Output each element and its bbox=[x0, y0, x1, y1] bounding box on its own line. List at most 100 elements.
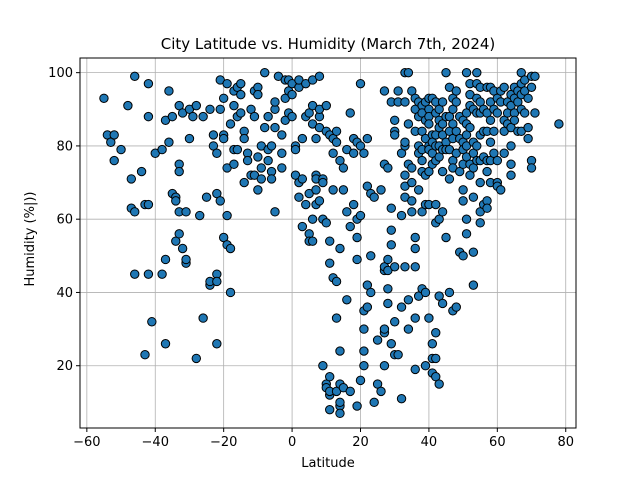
data-point bbox=[390, 130, 400, 140]
data-point bbox=[492, 108, 503, 118]
data-point bbox=[177, 243, 188, 254]
data-point bbox=[338, 185, 349, 195]
data-point bbox=[444, 287, 455, 298]
data-point bbox=[458, 251, 468, 261]
data-point bbox=[307, 214, 318, 224]
data-point bbox=[468, 192, 479, 202]
data-point bbox=[362, 133, 373, 144]
y-tick-label: 40 bbox=[56, 286, 73, 301]
data-point bbox=[420, 287, 431, 298]
data-point bbox=[359, 324, 369, 334]
data-point bbox=[407, 196, 417, 206]
data-point bbox=[458, 185, 468, 195]
data-point bbox=[451, 97, 461, 107]
x-tick-label: −40 bbox=[142, 435, 169, 450]
data-point bbox=[167, 111, 178, 122]
data-point bbox=[195, 210, 205, 221]
data-point bbox=[403, 67, 414, 78]
data-point bbox=[229, 100, 239, 111]
data-point bbox=[451, 302, 461, 312]
data-point bbox=[437, 298, 448, 309]
data-point bbox=[441, 67, 451, 78]
data-point bbox=[506, 170, 516, 180]
data-point bbox=[191, 353, 202, 364]
data-point bbox=[331, 276, 342, 287]
data-point bbox=[256, 163, 266, 173]
data-point bbox=[331, 313, 342, 323]
x-tick-label: 60 bbox=[489, 435, 506, 450]
data-point bbox=[301, 199, 311, 210]
data-point bbox=[472, 141, 482, 151]
data-point bbox=[359, 148, 369, 158]
data-point bbox=[431, 328, 441, 338]
x-tick-label: 20 bbox=[352, 435, 369, 450]
data-point bbox=[366, 251, 376, 261]
data-point bbox=[184, 133, 195, 144]
data-point bbox=[229, 159, 239, 169]
data-point bbox=[413, 185, 424, 195]
data-point bbox=[143, 199, 154, 210]
data-point bbox=[530, 108, 540, 118]
axis-ticks: −60 −40 −20 0 20 40 60 80 20 40 60 80 100 bbox=[48, 66, 574, 450]
data-point bbox=[461, 67, 472, 78]
data-point bbox=[390, 317, 400, 327]
data-point bbox=[355, 78, 366, 89]
data-point bbox=[164, 86, 174, 96]
data-point bbox=[109, 130, 119, 140]
data-point bbox=[376, 386, 386, 397]
data-point bbox=[160, 254, 171, 265]
data-point bbox=[270, 207, 280, 217]
data-point bbox=[174, 229, 184, 239]
data-point bbox=[342, 295, 352, 305]
data-point bbox=[297, 174, 308, 184]
data-point bbox=[256, 174, 266, 184]
data-point bbox=[160, 339, 171, 349]
data-point bbox=[143, 78, 154, 89]
data-point bbox=[218, 133, 229, 144]
data-point bbox=[465, 122, 475, 133]
y-tick-label: 100 bbox=[48, 66, 73, 81]
data-point bbox=[393, 350, 403, 360]
x-tick-label: 80 bbox=[557, 435, 574, 450]
data-point bbox=[424, 119, 434, 129]
data-point bbox=[239, 133, 249, 144]
data-point bbox=[369, 397, 379, 408]
data-point bbox=[236, 78, 246, 89]
data-point bbox=[338, 163, 349, 173]
x-axis-label: Latitude bbox=[301, 456, 355, 471]
data-point bbox=[468, 280, 479, 290]
data-point bbox=[434, 379, 444, 389]
data-point bbox=[253, 185, 263, 195]
data-point bbox=[345, 108, 355, 118]
data-point bbox=[499, 82, 509, 93]
data-point bbox=[400, 170, 410, 180]
data-point bbox=[352, 232, 362, 243]
data-point bbox=[277, 130, 287, 140]
data-point bbox=[191, 100, 202, 111]
data-point bbox=[325, 404, 335, 415]
data-point bbox=[526, 82, 537, 93]
data-point bbox=[407, 177, 417, 188]
data-point bbox=[379, 324, 390, 334]
data-point bbox=[328, 185, 338, 195]
data-point bbox=[208, 130, 219, 140]
data-point bbox=[287, 89, 297, 100]
data-point bbox=[294, 192, 304, 202]
data-point bbox=[451, 86, 461, 96]
data-point bbox=[431, 353, 441, 364]
data-point bbox=[437, 166, 448, 177]
data-point bbox=[348, 199, 359, 210]
data-point bbox=[366, 287, 376, 298]
data-point bbox=[386, 339, 396, 349]
data-point bbox=[198, 313, 208, 323]
y-tick-label: 20 bbox=[56, 359, 73, 374]
data-point bbox=[147, 317, 157, 327]
data-point bbox=[530, 71, 540, 82]
data-point bbox=[321, 218, 331, 228]
data-point bbox=[232, 144, 243, 155]
data-point bbox=[143, 269, 154, 279]
data-point bbox=[383, 298, 393, 309]
data-point bbox=[321, 100, 331, 111]
data-point bbox=[188, 111, 198, 122]
data-point bbox=[198, 111, 208, 122]
